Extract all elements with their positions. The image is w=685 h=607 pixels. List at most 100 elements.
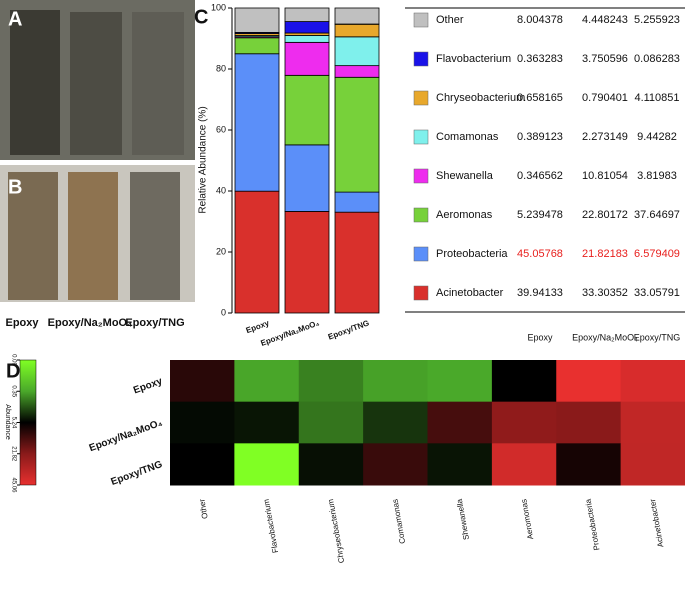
- heatmap-cell: [427, 401, 493, 444]
- bar-segment: [284, 41, 330, 76]
- table-header: Epoxy/TNG: [634, 332, 681, 342]
- table-value: 33.30352: [582, 287, 628, 299]
- panel-label: A: [8, 8, 22, 30]
- coupon: [130, 172, 180, 300]
- coupon: [8, 172, 58, 300]
- bar-segment: [234, 7, 280, 33]
- heatmap-row-label: Epoxy/TNG: [110, 459, 165, 488]
- panel-label: C: [194, 6, 208, 28]
- heatmap-cell: [170, 360, 235, 403]
- bar-segment: [334, 211, 380, 314]
- table-value: 0.658165: [517, 92, 563, 104]
- table-value: 3.81983: [637, 170, 677, 182]
- legend-label: Shewanella: [436, 170, 494, 182]
- heatmap-col-label: Flavobacterium: [262, 498, 280, 554]
- bar-segment: [334, 65, 380, 78]
- heatmap-col-label: Proteobacteria: [584, 498, 602, 551]
- bar-segment: [284, 211, 330, 314]
- legend-label: Flavobacterium: [436, 53, 511, 65]
- heatmap-cell: [556, 401, 622, 444]
- y-tick-label: 80: [216, 63, 226, 73]
- legend-swatch: [413, 129, 429, 145]
- bar-segment: [334, 23, 380, 38]
- bar-segment: [334, 76, 380, 193]
- legend-swatch: [413, 207, 429, 223]
- heatmap-cell: [363, 401, 428, 444]
- heatmap-col-label: Aeromonas: [519, 498, 535, 540]
- coupon: [132, 12, 184, 155]
- y-tick-label: 40: [216, 185, 226, 195]
- legend-swatch: [413, 12, 429, 28]
- legend-label: Comamonas: [436, 131, 499, 143]
- heatmap-cell: [620, 443, 685, 486]
- bar-segment: [284, 35, 330, 43]
- bar-segment: [284, 74, 330, 146]
- y-axis-label: Relative Abundance (%): [198, 106, 209, 213]
- bar-segment: [284, 7, 330, 22]
- heatmap-cell: [620, 360, 685, 403]
- heatmap-col-label: Chryseobacterium: [326, 498, 346, 564]
- heatmap-cell: [234, 360, 300, 403]
- table-value: 4.448243: [582, 14, 628, 26]
- table-value: 0.086283: [634, 53, 680, 65]
- legend-label: Proteobacteria: [436, 248, 508, 260]
- table-value: 5.239478: [517, 209, 563, 221]
- legend-label: Chryseobacterium: [436, 92, 525, 104]
- heatmap-cell: [170, 401, 235, 444]
- panel-label: D: [6, 360, 20, 382]
- colorbar: [19, 359, 37, 486]
- table-value: 6.579409: [634, 248, 680, 260]
- x-tick-label: Epoxy/TNG: [327, 318, 371, 341]
- heatmap-cell: [363, 360, 428, 403]
- heatmap-cell: [556, 443, 622, 486]
- heatmap-cell: [234, 401, 300, 444]
- x-tick-label: Epoxy: [245, 318, 271, 335]
- heatmap-cell: [620, 401, 685, 444]
- coupon: [70, 12, 122, 155]
- table-value: 45.05768: [517, 248, 563, 260]
- heatmap-col-label: Shewanella: [455, 498, 471, 541]
- bar-segment: [284, 21, 330, 34]
- legend-swatch: [413, 168, 429, 184]
- heatmap-col-label: Other: [197, 498, 209, 520]
- table-value: 2.273149: [582, 131, 628, 143]
- table-value: 0.346562: [517, 170, 563, 182]
- table-value: 39.94133: [517, 287, 563, 299]
- table-value: 0.790401: [582, 92, 628, 104]
- legend-label: Aeromonas: [436, 209, 493, 221]
- heatmap-col-label: Acinetobacter: [648, 498, 665, 548]
- legend-label: Acinetobacter: [436, 287, 504, 299]
- legend-swatch: [413, 246, 429, 262]
- table-header: Epoxy/Na₂MoO₄: [572, 332, 638, 342]
- colorbar-label: 21.82: [10, 446, 16, 462]
- bar-segment: [234, 190, 280, 314]
- heatmap-cell: [363, 443, 428, 486]
- legend-swatch: [413, 285, 429, 301]
- heatmap-cell: [298, 360, 364, 403]
- coupon: [10, 10, 60, 155]
- colorbar-label: 0.35: [10, 385, 16, 397]
- coupon: [68, 172, 118, 300]
- y-tick-label: 20: [216, 246, 226, 256]
- bar-segment: [284, 144, 330, 212]
- heatmap-row-label: Epoxy: [132, 376, 164, 397]
- table-value: 0.389123: [517, 131, 563, 143]
- table-value: 5.255923: [634, 14, 680, 26]
- table-value: 9.44282: [637, 131, 677, 143]
- heatmap-cell: [427, 443, 493, 486]
- table-value: 0.363283: [517, 53, 563, 65]
- heatmap-cell: [234, 443, 300, 486]
- heatmap-cell: [491, 401, 557, 444]
- colorbar-label: 5.24: [10, 417, 16, 429]
- heatmap-cell: [298, 443, 364, 486]
- heatmap-cell: [491, 443, 557, 486]
- legend-label: Other: [436, 14, 464, 26]
- table-value: 4.110851: [634, 92, 679, 104]
- legend-swatch: [413, 90, 429, 106]
- photo-caption: Epoxy/TNG: [125, 317, 184, 329]
- heatmap-row-label: Epoxy/Na₂MoO₄: [88, 417, 164, 454]
- table-value: 10.81054: [582, 170, 628, 182]
- heatmap-cell: [298, 401, 364, 444]
- table-value: 3.750596: [582, 53, 628, 65]
